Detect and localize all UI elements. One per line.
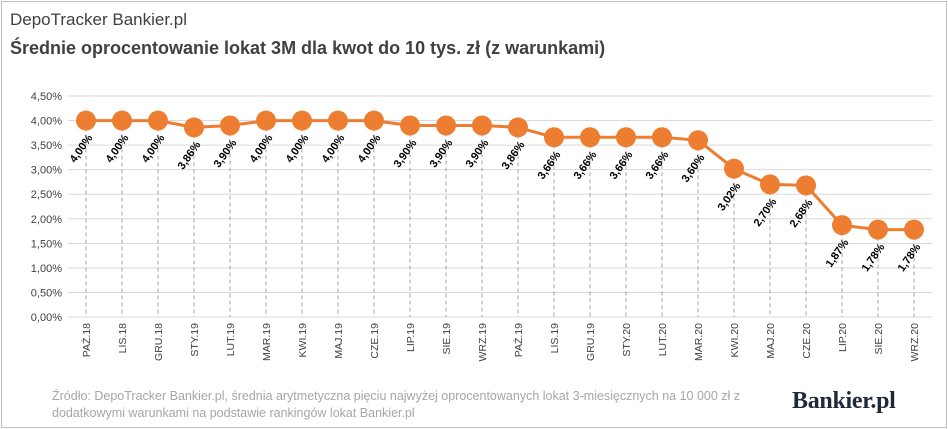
- x-tick-label: MAR.19: [261, 323, 273, 361]
- x-tick-label: LUT.19: [225, 323, 237, 356]
- data-point: [688, 130, 708, 151]
- x-tick-label: GRU.19: [585, 323, 597, 361]
- x-tick-label: WRZ.20: [909, 323, 921, 362]
- data-point: [652, 127, 672, 148]
- data-point: [832, 215, 852, 236]
- x-tick-label: LUT.20: [657, 323, 669, 356]
- y-tick-label: 0,00%: [31, 312, 62, 324]
- x-tick-label: LIP.19: [405, 323, 417, 352]
- data-label: 3,86%: [500, 139, 528, 172]
- y-tick-label: 1,00%: [31, 263, 62, 275]
- data-point: [544, 127, 564, 148]
- data-label: 3,90%: [212, 137, 240, 170]
- data-label: 4,00%: [356, 132, 384, 165]
- x-tick-label: LIP.20: [837, 323, 849, 352]
- chart-title: Średnie oprocentowanie lokat 3M dla kwot…: [10, 38, 606, 58]
- data-label: 4,00%: [68, 132, 96, 165]
- data-label: 4,00%: [284, 132, 312, 165]
- data-label: 4,00%: [140, 132, 168, 165]
- data-labels: 4,00% 4,00% 4,00% 3,86% 3,90% 4,00% 4,00% 4,00%…: [68, 132, 924, 274]
- x-tick-label: KWI.20: [729, 323, 741, 358]
- y-tick-label: 3,50%: [31, 140, 62, 152]
- x-tick-label: CZE.19: [369, 323, 381, 359]
- x-tick-label: STY.19: [189, 323, 201, 357]
- y-axis-ticks: 0,00% 0,50% 1,00% 1,50% 2,00% 2,50% 3,00% 3,50%…: [31, 91, 62, 324]
- y-tick-label: 2,00%: [31, 214, 62, 226]
- y-tick-label: 4,00%: [31, 116, 62, 128]
- y-tick-label: 2,50%: [31, 189, 62, 201]
- data-point: [76, 110, 96, 131]
- data-point: [400, 115, 420, 136]
- drop-lines: [85, 120, 915, 317]
- data-point: [868, 219, 888, 240]
- data-label: 4,00%: [104, 132, 132, 165]
- x-axis-ticks: PAŹ.18 LIS.18 GRU.18 STY.19 LUT.19 MAR.19 KWI.…: [80, 323, 921, 362]
- x-tick-label: LIS.18: [117, 323, 129, 354]
- data-label: 3,90%: [392, 137, 420, 170]
- data-label: 3,86%: [176, 139, 204, 172]
- y-tick-label: 4,50%: [31, 91, 62, 103]
- data-label: 3,60%: [680, 152, 708, 185]
- data-point: [148, 110, 168, 131]
- x-tick-label: MAJ.19: [333, 323, 345, 359]
- data-point: [364, 110, 384, 131]
- x-tick-label: WRZ.19: [477, 323, 489, 362]
- data-point: [904, 219, 924, 240]
- data-label: 3,66%: [572, 149, 600, 182]
- chart-kicker: DepoTracker Bankier.pl: [10, 10, 188, 29]
- data-label: 2,70%: [752, 196, 780, 229]
- data-point: [508, 117, 528, 138]
- data-label: 3,90%: [464, 137, 492, 170]
- data-label: 4,00%: [248, 132, 276, 165]
- data-point: [760, 174, 780, 195]
- data-label: 1,78%: [896, 241, 924, 274]
- data-label: 3,02%: [716, 181, 744, 214]
- data-label: 2,68%: [788, 197, 816, 230]
- data-label: 1,78%: [860, 241, 888, 274]
- data-point: [724, 158, 744, 179]
- data-points: [76, 110, 924, 240]
- data-point: [580, 127, 600, 148]
- grid-layer: [68, 95, 932, 318]
- data-point: [616, 127, 636, 148]
- x-tick-label: LIS.19: [549, 323, 561, 354]
- data-point: [220, 115, 240, 136]
- x-tick-label: GRU.18: [153, 323, 165, 361]
- data-point: [436, 115, 456, 136]
- data-label: 3,66%: [536, 149, 564, 182]
- data-point: [256, 110, 276, 131]
- x-tick-label: MAJ.20: [765, 323, 777, 359]
- y-tick-label: 3,00%: [31, 165, 62, 177]
- x-tick-label: KWI.19: [297, 323, 309, 358]
- x-tick-label: PAŹ.19: [512, 323, 525, 357]
- data-label: 3,66%: [608, 149, 636, 182]
- bankier-logo: Bankier.pl: [792, 388, 896, 414]
- x-tick-label: CZE.20: [801, 323, 813, 359]
- data-label: 3,66%: [644, 149, 672, 182]
- x-tick-label: MAR.20: [693, 323, 705, 361]
- data-point: [472, 115, 492, 136]
- x-tick-label: PAŹ.18: [80, 323, 93, 357]
- data-point: [328, 110, 348, 131]
- data-label: 3,90%: [428, 137, 456, 170]
- data-label: 1,87%: [824, 237, 852, 270]
- x-tick-label: SIE.20: [873, 323, 885, 355]
- series-line: [86, 119, 914, 232]
- data-label: 4,00%: [320, 132, 348, 165]
- data-point: [796, 175, 816, 196]
- data-point: [112, 110, 132, 131]
- series-line-layer: [86, 119, 914, 232]
- x-tick-label: STY.20: [621, 323, 633, 357]
- x-tick-label: SIE.19: [441, 323, 453, 355]
- y-tick-label: 0,50%: [31, 287, 62, 299]
- data-point: [292, 110, 312, 131]
- source-note: Źródło: DepoTracker Bankier.pl, średnia …: [52, 389, 741, 420]
- y-tick-label: 1,50%: [31, 238, 62, 250]
- data-point: [184, 117, 204, 138]
